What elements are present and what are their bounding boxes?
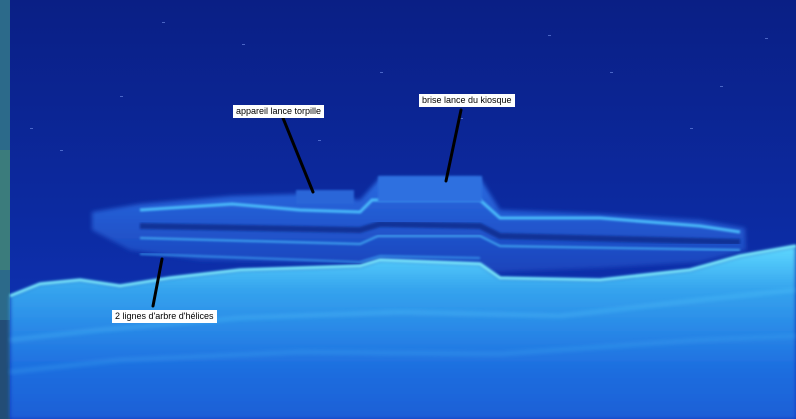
annotation-pointers [151,108,463,308]
noise-dots [30,22,768,151]
seabed-echo [9,244,796,419]
pointer-kiosk [444,108,463,183]
label-torpedo-launcher: appareil lance torpille [233,105,325,118]
label-propeller-shafts: 2 lignes d'arbre d'hélices [112,310,217,323]
pointer-torpedo [281,116,315,194]
label-kiosk-breaker: brise lance du kiosque [419,94,515,107]
pointer-shafts [151,257,164,308]
wreck-echo [92,176,746,272]
